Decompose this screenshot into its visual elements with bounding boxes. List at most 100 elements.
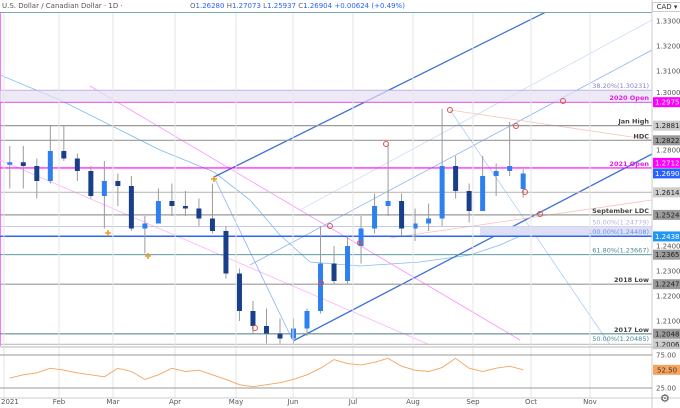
price-tag (653, 328, 680, 339)
price-tag-label: 1.26147 (655, 189, 680, 197)
y-tick-label: 1.30000 (656, 89, 680, 97)
x-tick-label: Jun (287, 398, 299, 406)
candle-body (385, 201, 391, 206)
y-tick-label: 1.31000 (656, 68, 680, 76)
y-tick-label: 1.21000 (656, 318, 680, 326)
candle-body (155, 201, 161, 224)
level-label: 61.80%(1.23667) (592, 247, 649, 255)
candle-body (507, 166, 513, 171)
y-tick-label: 1.23000 (656, 268, 680, 276)
x-tick-label: Apr (169, 398, 181, 406)
candle-body (74, 158, 80, 171)
candle-body (209, 218, 215, 231)
candle-body (304, 311, 310, 329)
price-tag-label: 1.28227 (655, 137, 680, 145)
candle-body (223, 231, 229, 274)
level-label: 2017 Low (614, 326, 649, 334)
x-tick-label: Jul (348, 398, 358, 406)
price-tag (653, 249, 680, 260)
resistance-trendline (449, 109, 652, 141)
candle-body (493, 171, 499, 176)
price-tag (653, 187, 680, 198)
candle-body (61, 151, 67, 159)
candle-body (250, 311, 256, 326)
level-label: 50.00%(1.33371) (592, 4, 649, 12)
candle-body (196, 208, 202, 219)
candle-body (318, 263, 324, 311)
level-label: 2021 Open (609, 160, 649, 168)
pivot-marker (537, 211, 543, 217)
candle-body (277, 333, 283, 339)
price-tag (653, 97, 680, 108)
level-label: Jan High (617, 118, 649, 126)
candle-body (182, 206, 188, 209)
pivot-marker (383, 141, 389, 147)
price-tag (653, 120, 680, 131)
chart-header: U.S. Dollar / Canadian Dollar · 1D · O1.… (0, 0, 652, 13)
plot-area: 50.00%(1.33371) 38.20%(1.30231) 2020 Open J… (0, 4, 652, 346)
price-tag-label: 1.24383 (655, 233, 680, 241)
price-tag (653, 209, 680, 220)
price-tag-label: 1.27122 (655, 159, 680, 167)
fib-zone (0, 90, 652, 103)
x-tick-label: Sep (466, 398, 480, 406)
ohlc-readout: O1.26280 H1.27073 L1.25937 C1.26904 +0.0… (190, 2, 405, 10)
price-tag (653, 135, 680, 146)
level-label: HDC (633, 132, 649, 140)
candle-body (47, 151, 53, 181)
candle-body (466, 191, 472, 211)
pivot-marker (357, 240, 363, 246)
pivot-marker (252, 325, 258, 331)
candle-body (128, 186, 134, 229)
x-tick-label: Oct (525, 398, 537, 406)
channel-inner-line (299, 19, 652, 211)
level-label: 50.00%(1.20485) (592, 335, 649, 343)
x-tick-label: Nov (583, 398, 597, 406)
candle-body (20, 162, 26, 166)
channel-upper-line (213, 13, 546, 178)
price-tag-label: 1.23652 (655, 251, 680, 259)
pivot-marker (522, 189, 528, 195)
gear-icon[interactable]: ⚙ (660, 392, 670, 405)
y-tick-label: 1.28000 (656, 146, 680, 154)
descending-trendline (0, 159, 431, 346)
symbol-title[interactable]: U.S. Dollar / Canadian Dollar · 1D · (2, 2, 123, 10)
candle-body (345, 246, 351, 281)
candle-body (142, 223, 148, 229)
pivot-arrow-icon (145, 253, 151, 259)
level-label: 2020 Open (609, 94, 649, 102)
x-tick-label: Mar (106, 398, 119, 406)
candle-body (88, 171, 94, 196)
candle-body (453, 166, 459, 191)
candle-body (263, 326, 269, 334)
candle-body (169, 201, 175, 206)
candle-body (480, 176, 486, 211)
x-tick-label: Feb (53, 398, 66, 406)
pivot-marker (447, 107, 453, 113)
candle-body (7, 162, 13, 165)
descending-trendline (89, 85, 521, 341)
pivot-arrow-icon (105, 230, 111, 236)
candle-body (399, 201, 405, 229)
last-price-tag-label: 1.26904 (655, 170, 680, 178)
candle-body (331, 263, 337, 281)
price-tag-label: 1.28814 (655, 122, 680, 130)
y-tick-label: 1.33000 (656, 18, 680, 26)
rsi-value-label: 52.50 (657, 366, 677, 374)
pitchfork-handle (213, 176, 294, 342)
rsi-tick-label: 75.00 (656, 352, 676, 360)
pivot-marker (318, 280, 324, 286)
y-tick-label: 1.32000 (656, 43, 680, 51)
pivot-arrow-icon (211, 176, 217, 182)
rsi-line (9, 357, 524, 388)
candle-body (115, 181, 121, 186)
price-tag-label: 1.22472 (655, 281, 680, 289)
candle-body (439, 166, 445, 219)
y-tick-label: 1.22000 (656, 293, 680, 301)
level-label: 100.00%(1.24408) (588, 228, 649, 236)
candle-body (426, 218, 432, 224)
price-tag-label: 1.20488 (655, 330, 680, 338)
level-label: 2018 Low (614, 276, 649, 284)
x-tick-label: May (229, 398, 243, 406)
